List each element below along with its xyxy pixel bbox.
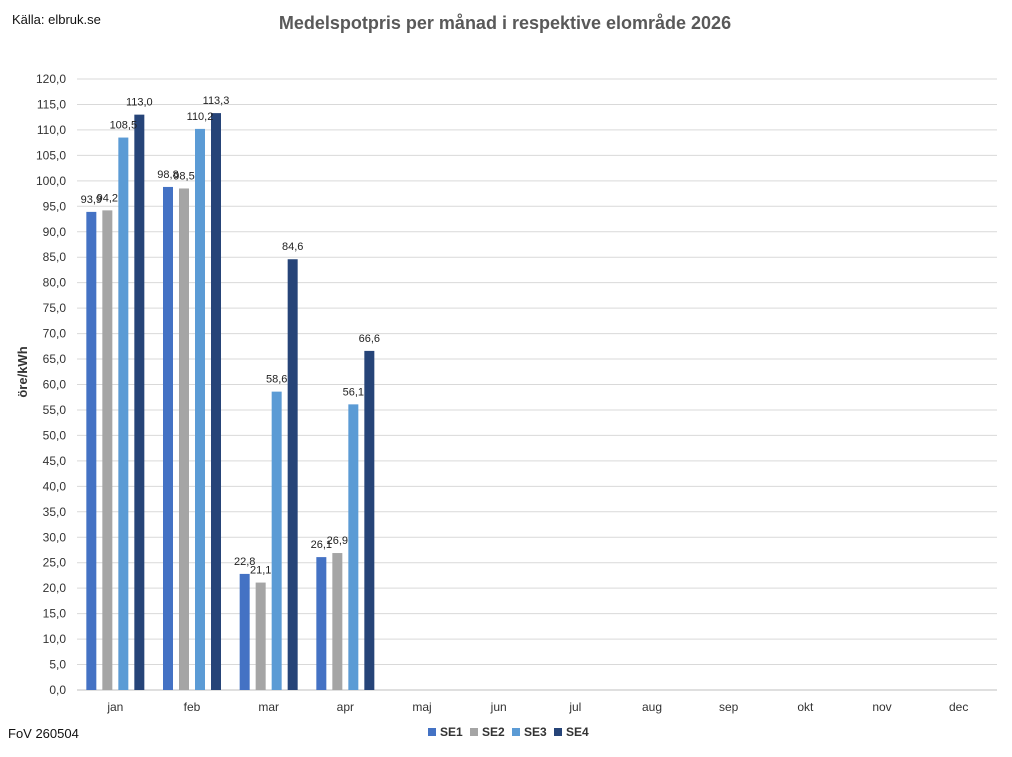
bar-se3-jan [118,137,129,690]
x-tick-label: okt [797,700,814,714]
bar-se4-jan [134,114,145,691]
bar-se4-feb [211,113,221,691]
y-tick-label: 35,0 [43,505,67,519]
data-label: 93,9 [81,194,102,206]
y-tick-label: 20,0 [43,581,67,595]
data-label: 22,8 [234,556,255,568]
bars [86,113,375,691]
y-tick-label: 15,0 [43,607,67,621]
legend: SE1 SE2 SE3 SE4 [428,725,589,739]
gridlines [77,78,997,691]
bar-se3-apr [348,404,359,690]
y-tick-label: 95,0 [43,199,67,213]
x-tick-label: apr [337,700,354,714]
legend-swatch [512,728,520,736]
x-tick-label: mar [258,700,279,714]
legend-item-se2: SE2 [470,725,505,739]
y-tick-label: 75,0 [43,301,67,315]
legend-item-se4: SE4 [554,725,589,739]
chart-title: Medelspotpris per månad i respektive elo… [279,13,731,33]
y-tick-label: 85,0 [43,250,67,264]
x-tick-label: jul [568,700,581,714]
bar-se1-feb [163,186,173,690]
data-label: 98,8 [157,169,178,181]
footer-label: FoV 260504 [8,726,79,741]
x-axis-ticks: jan feb mar apr maj jun jul aug sep okt nov dec [106,700,968,714]
bar-se1-apr [316,557,327,690]
bar-se2-mar [255,582,266,690]
data-label: 84,6 [282,241,303,253]
y-tick-label: 50,0 [43,428,67,442]
y-tick-label: 110,0 [37,123,66,137]
y-tick-label: 90,0 [43,225,67,239]
x-tick-label: maj [412,700,431,714]
y-tick-label: 10,0 [43,632,67,646]
source-label: Källa: elbruk.se [12,12,101,27]
y-tick-label: 55,0 [43,403,67,417]
legend-label: SE3 [524,725,547,739]
data-label: 58,6 [266,374,287,386]
y-tick-label: 5,0 [49,658,66,672]
y-tick-label: 40,0 [43,479,67,493]
y-tick-label: 115,0 [37,97,66,111]
bar-se2-apr [332,553,343,690]
data-labels: 93,994,2 108,5 113,0 98,898,5 110,2 113,3 22,8… [81,95,380,576]
y-tick-label: 25,0 [43,556,67,570]
y-axis-ticks: 0,0 5,0 10,0 15,0 20,0 25,0 30,0 35,0 40,0 45,0 50… [36,72,66,697]
x-tick-label: feb [184,700,201,714]
x-tick-label: sep [719,700,739,714]
y-tick-label: 120,0 [36,72,66,86]
y-tick-label: 45,0 [43,454,67,468]
bar-se1-mar [239,573,250,690]
data-label: 98,5 [173,170,194,182]
y-tick-label: 100,0 [36,174,66,188]
bar-se1-jan [86,211,97,690]
x-tick-label: nov [872,700,891,714]
x-tick-label: jan [106,700,123,714]
y-tick-label: 60,0 [43,378,67,392]
bar-se2-jan [102,210,113,691]
legend-item-se1: SE1 [428,725,463,739]
y-axis-label: öre/kWh [15,346,30,397]
bar-se4-mar [287,259,298,690]
bar-se2-feb [179,188,189,691]
y-tick-label: 65,0 [43,352,67,366]
data-label: 110,2 [187,111,214,123]
data-label: 21,1 [250,565,271,577]
y-tick-label: 0,0 [49,683,66,697]
data-label: 94,2 [97,192,118,204]
y-tick-label: 80,0 [43,276,67,290]
y-tick-label: 105,0 [36,148,66,162]
data-label: 66,6 [359,333,380,345]
x-tick-label: jun [490,700,507,714]
bar-se4-apr [364,350,375,690]
legend-swatch [428,728,436,736]
legend-label: SE2 [482,725,505,739]
legend-label: SE4 [566,725,589,739]
bar-se3-feb [195,128,205,691]
legend-item-se3: SE3 [512,725,547,739]
data-label: 26,9 [327,535,348,547]
legend-swatch [470,728,478,736]
bar-se3-mar [271,391,282,690]
y-tick-label: 30,0 [43,530,67,544]
x-tick-label: dec [949,700,968,714]
legend-label: SE1 [440,725,463,739]
data-label: 56,1 [343,386,364,398]
data-label: 113,3 [203,95,230,107]
data-label: 108,5 [110,120,138,132]
x-tick-label: aug [642,700,662,714]
legend-swatch [554,728,562,736]
y-tick-label: 70,0 [43,327,67,341]
data-label: 26,1 [311,539,332,551]
data-label: 113,0 [126,97,153,109]
